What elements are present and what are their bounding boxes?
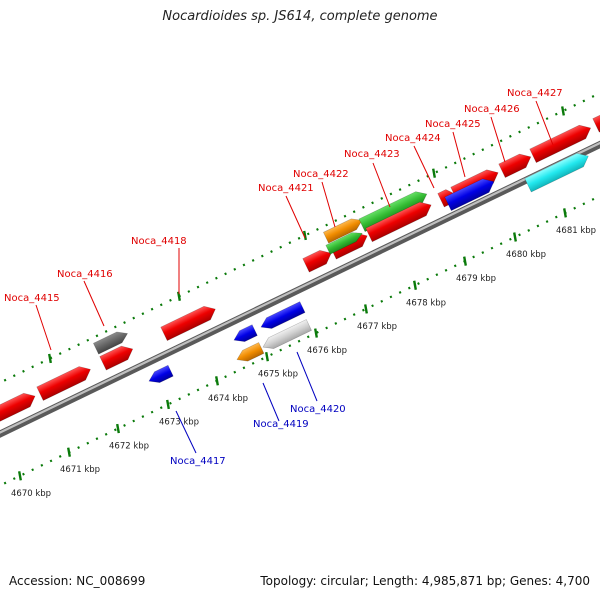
gene-arrow-noca-4417	[148, 364, 174, 383]
upper-scale-tick	[48, 353, 52, 364]
gene-label: Noca_4424	[385, 133, 441, 144]
upper-scale-tick	[561, 106, 565, 116]
kbp-tick-label: 4681 kbp	[556, 226, 596, 236]
gene-callout-line	[83, 280, 105, 327]
gene-callout-line	[296, 351, 318, 402]
kbp-tick	[215, 376, 219, 386]
gene-label: Noca_4422	[293, 169, 349, 180]
gene-label: Noca_4419	[253, 419, 309, 430]
upper-scale-dotted-line	[0, 91, 600, 384]
gene-arrow-noca-4418	[160, 305, 216, 342]
kbp-tick	[413, 280, 417, 290]
gene-label: Noca_4427	[507, 88, 563, 99]
kbp-tick-label: 4670 kbp	[11, 489, 51, 499]
upper-scale-tick	[432, 168, 436, 178]
gene-callout-line	[490, 116, 506, 163]
gene-label: Noca_4417	[170, 456, 226, 467]
kbp-tick	[364, 304, 368, 314]
kbp-tick-label: 4679 kbp	[456, 274, 496, 284]
genome-stats-text: Topology: circular; Length: 4,985,871 bp…	[260, 574, 590, 588]
gene-callout-line	[372, 162, 391, 208]
kbp-tick-label: 4676 kbp	[307, 346, 347, 356]
kbp-tick	[463, 256, 467, 266]
gene-arrow-gray-pseudo	[92, 331, 129, 355]
kbp-tick-label: 4674 kbp	[208, 394, 248, 404]
gene-label: Noca_4421	[258, 183, 314, 194]
gene-callout-line	[35, 304, 52, 351]
gene-callout-line	[413, 145, 435, 189]
kbp-tick	[116, 423, 120, 434]
gene-label: Noca_4420	[290, 404, 346, 415]
gene-label: Noca_4425	[425, 119, 481, 130]
accession-text: Accession: NC_008699	[9, 574, 146, 588]
gene-label: Noca_4416	[57, 269, 113, 280]
gene-label: Noca_4415	[4, 293, 60, 304]
gene-arrow-noca-4420	[260, 301, 306, 329]
gene-arrow-cyan	[524, 152, 589, 193]
gene-arrow-noca-4421	[302, 250, 332, 273]
gene-arrow-noca-4416	[99, 345, 134, 371]
gene-label: Noca_4426	[464, 104, 520, 115]
kbp-tick	[67, 447, 71, 457]
kbp-tick-label: 4678 kbp	[406, 298, 446, 308]
genome-axis-line	[0, 140, 600, 438]
kbp-tick	[18, 471, 22, 481]
gene-arrow-blue-upper	[444, 178, 495, 211]
gene-label: Noca_4418	[131, 236, 187, 247]
kbp-tick	[265, 351, 269, 362]
gene-label: Noca_4423	[344, 149, 400, 160]
gene-arrow-blue-small	[233, 324, 258, 342]
gene-arrow-noca-4415a	[0, 392, 36, 425]
gene-callout-line	[175, 410, 197, 454]
gene-callout-line	[452, 131, 466, 178]
kbp-tick-label: 4671 kbp	[60, 465, 100, 475]
gene-arrow-noca-4426	[498, 153, 532, 178]
kbp-tick-label: 4677 kbp	[357, 322, 397, 332]
lower-scale-dotted-line	[0, 194, 600, 487]
gene-arrow-noca-4423	[358, 191, 428, 233]
gene-arrow-orange-upper	[322, 218, 363, 244]
kbp-tick	[513, 232, 517, 242]
gene-arrow-gray-light	[262, 319, 312, 349]
gene-arrow-noca-4427	[529, 124, 592, 163]
gene-arrow-edge	[592, 111, 600, 133]
upper-scale-tick	[303, 230, 307, 241]
kbp-tick	[166, 399, 170, 410]
gene-callout-line	[262, 382, 280, 422]
upper-scale-tick	[177, 291, 181, 301]
kbp-tick-label: 4673 kbp	[159, 417, 199, 427]
gene-arrow-noca-4423b	[365, 201, 432, 243]
genome-axis-highlight	[0, 141, 600, 434]
kbp-tick-label: 4675 kbp	[258, 370, 298, 380]
gene-callout-line	[321, 181, 336, 228]
kbp-tick-label: 4680 kbp	[506, 250, 546, 260]
page-title: Nocardioides sp. JS614, complete genome	[162, 9, 438, 24]
kbp-tick	[563, 208, 567, 218]
kbp-tick-label: 4672 kbp	[109, 442, 149, 452]
gene-arrow-noca-4419	[236, 342, 265, 362]
gene-arrow-noca-4415	[36, 366, 91, 401]
gene-callout-line	[535, 100, 554, 146]
gene-callout-line	[285, 195, 306, 239]
kbp-tick	[314, 328, 318, 338]
gene-arrow-green-small	[325, 232, 363, 255]
